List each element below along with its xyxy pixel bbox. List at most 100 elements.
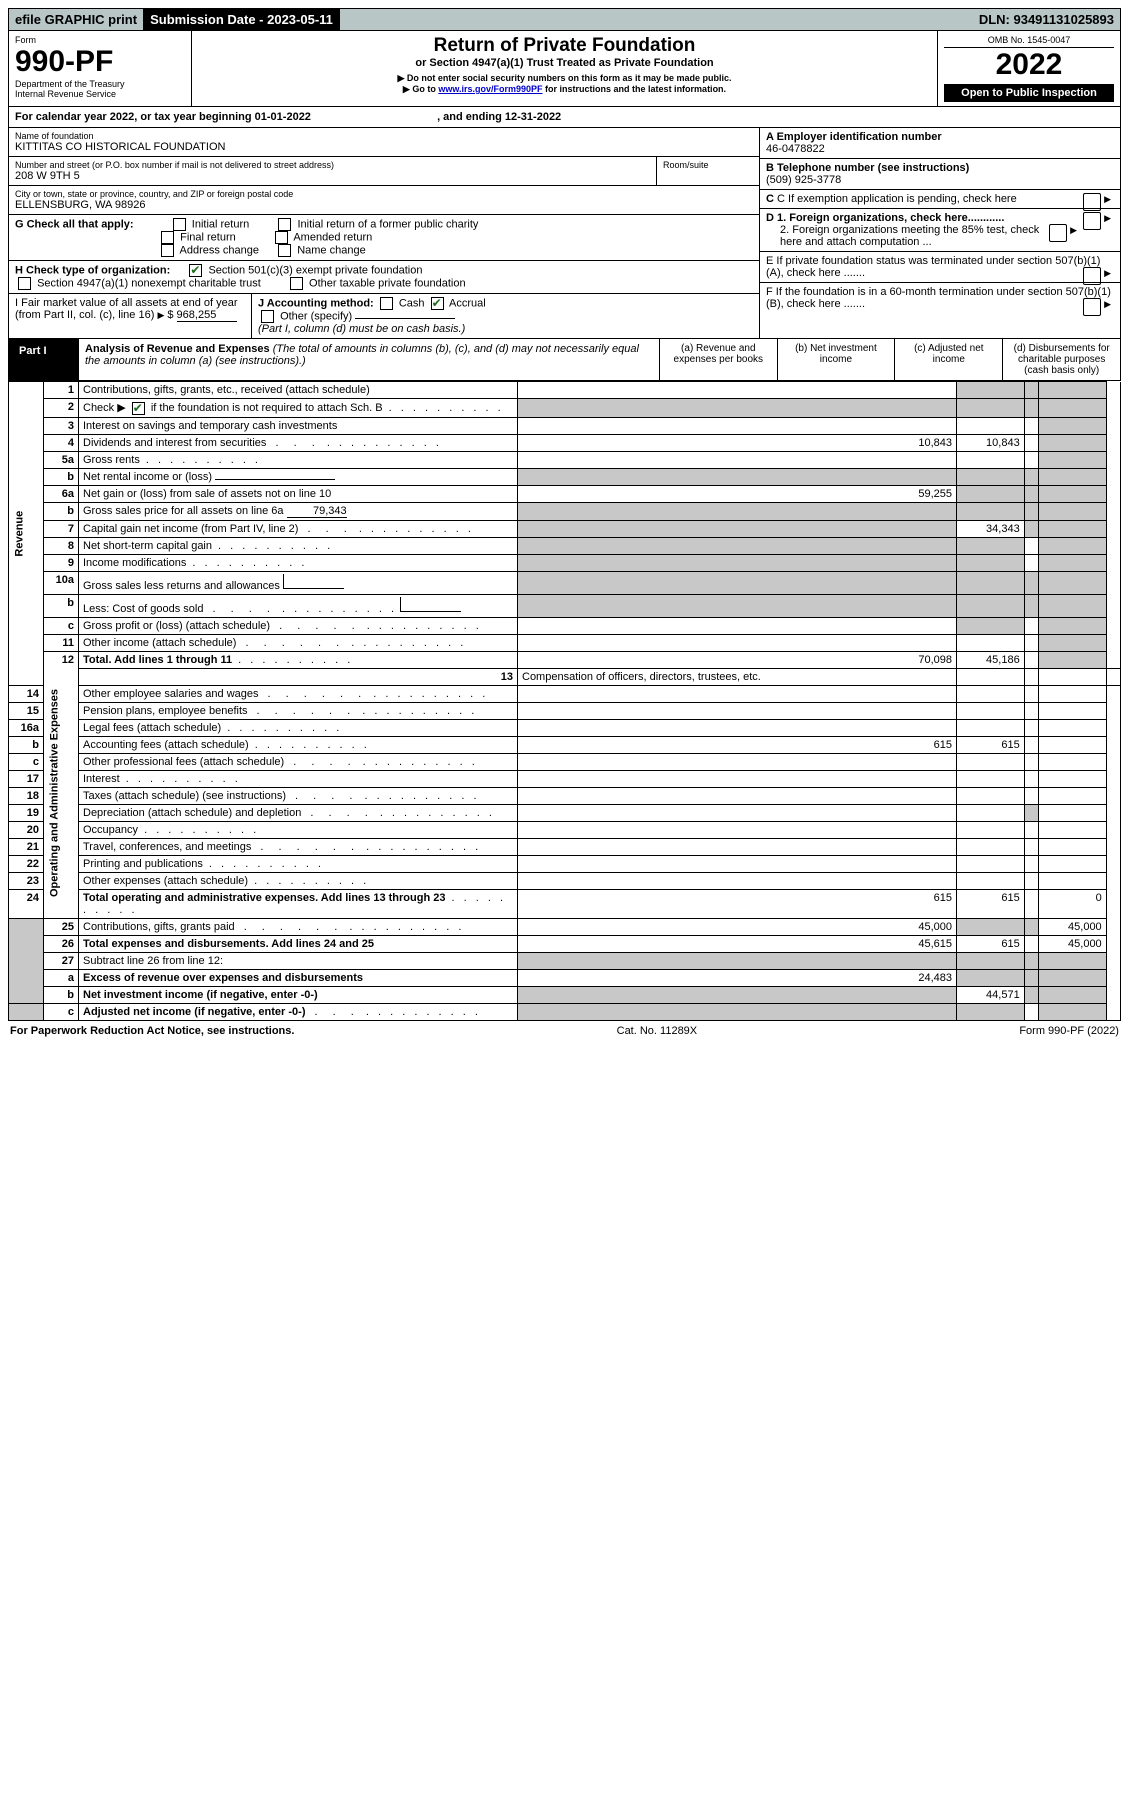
- checkbox-address[interactable]: [161, 244, 174, 257]
- form-number: 990-PF: [15, 45, 185, 79]
- omb: OMB No. 1545-0047: [944, 35, 1114, 48]
- header-center: Return of Private Foundation or Section …: [192, 31, 937, 106]
- table-row: 27Subtract line 26 from line 12:: [9, 952, 1121, 969]
- footer: For Paperwork Reduction Act Notice, see …: [8, 1021, 1121, 1041]
- checkbox-initial-former[interactable]: [278, 218, 291, 231]
- info-grid: Name of foundation KITTITAS CO HISTORICA…: [8, 128, 1121, 339]
- table-row: 21Travel, conferences, and meetings . . …: [9, 838, 1121, 855]
- part-label: Part I: [9, 339, 79, 380]
- irs: Internal Revenue Service: [15, 89, 185, 99]
- address-row: Number and street (or P.O. box number if…: [9, 157, 759, 186]
- side-revenue: Revenue: [9, 382, 44, 686]
- table-row: bGross sales price for all assets on lin…: [9, 502, 1121, 520]
- checkbox-cash[interactable]: [380, 297, 393, 310]
- footer-right: Form 990-PF (2022): [1019, 1025, 1119, 1037]
- checkbox-e[interactable]: [1083, 267, 1101, 285]
- checkbox-other-method[interactable]: [261, 310, 274, 323]
- tax-year: 2022: [944, 48, 1114, 82]
- efile-label: efile GRAPHIC print: [9, 9, 144, 30]
- city-cell: City or town, state or province, country…: [9, 186, 759, 215]
- table-row: 18Taxes (attach schedule) (see instructi…: [9, 787, 1121, 804]
- checkbox-4947[interactable]: [18, 277, 31, 290]
- info-left: Name of foundation KITTITAS CO HISTORICA…: [9, 128, 759, 338]
- d-cell: D 1. Foreign organizations, check here..…: [760, 209, 1120, 252]
- f-cell: F If the foundation is in a 60-month ter…: [760, 283, 1120, 313]
- column-headers: (a) Revenue and expenses per books (b) N…: [659, 339, 1120, 380]
- table-row: 19Depreciation (attach schedule) and dep…: [9, 804, 1121, 821]
- form-subtitle: or Section 4947(a)(1) Trust Treated as P…: [198, 57, 931, 69]
- table-row: 14Other employee salaries and wages . . …: [9, 685, 1121, 702]
- checkbox-c[interactable]: [1083, 193, 1101, 211]
- form-word: Form: [15, 35, 185, 45]
- header-left: Form 990-PF Department of the Treasury I…: [9, 31, 192, 106]
- table-row: cOther professional fees (attach schedul…: [9, 753, 1121, 770]
- dept: Department of the Treasury: [15, 79, 185, 89]
- table-row: 10aGross sales less returns and allowanc…: [9, 571, 1121, 594]
- irs-link[interactable]: www.irs.gov/Form990PF: [438, 84, 542, 94]
- g-check-row: G Check all that apply: Initial return I…: [9, 215, 759, 261]
- form-header: Form 990-PF Department of the Treasury I…: [8, 31, 1121, 107]
- checkbox-schb[interactable]: [132, 402, 145, 415]
- footer-left: For Paperwork Reduction Act Notice, see …: [10, 1025, 294, 1037]
- checkbox-amended[interactable]: [275, 231, 288, 244]
- checkbox-accrual[interactable]: [431, 297, 444, 310]
- part-desc: Analysis of Revenue and Expenses (The to…: [79, 339, 659, 380]
- table-row: 15Pension plans, employee benefits . . .…: [9, 702, 1121, 719]
- top-bar: efile GRAPHIC print Submission Date - 20…: [8, 8, 1121, 31]
- ein-cell: A Employer identification number 46-0478…: [760, 128, 1120, 159]
- e-cell: E If private foundation status was termi…: [760, 252, 1120, 283]
- checkbox-initial[interactable]: [173, 218, 186, 231]
- main-table: Revenue 1Contributions, gifts, grants, e…: [8, 381, 1121, 1021]
- note1: ▶ Do not enter social security numbers o…: [198, 73, 931, 84]
- i-j-row: I Fair market value of all assets at end…: [9, 294, 759, 338]
- checkbox-d1[interactable]: [1083, 212, 1101, 230]
- dln: DLN: 93491131025893: [973, 9, 1120, 30]
- checkbox-other-tax[interactable]: [290, 277, 303, 290]
- foundation-name-cell: Name of foundation KITTITAS CO HISTORICA…: [9, 128, 759, 157]
- c-cell: C C If exemption application is pending,…: [760, 190, 1120, 209]
- phone-cell: B Telephone number (see instructions) (5…: [760, 159, 1120, 190]
- checkbox-name[interactable]: [278, 244, 291, 257]
- table-row: 26Total expenses and disbursements. Add …: [9, 935, 1121, 952]
- part1-header: Part I Analysis of Revenue and Expenses …: [8, 339, 1121, 381]
- header-right: OMB No. 1545-0047 2022 Open to Public In…: [937, 31, 1120, 106]
- table-row: 25Contributions, gifts, grants paid . . …: [9, 918, 1121, 935]
- col-a: (a) Revenue and expenses per books: [660, 339, 777, 380]
- table-row: bNet rental income or (loss): [9, 468, 1121, 485]
- table-row: 3Interest on savings and temporary cash …: [9, 417, 1121, 434]
- col-b: (b) Net investment income: [777, 339, 895, 380]
- table-row: 24Total operating and administrative exp…: [9, 889, 1121, 918]
- table-row: 23Other expenses (attach schedule): [9, 872, 1121, 889]
- table-row: 22Printing and publications: [9, 855, 1121, 872]
- checkbox-501c3[interactable]: [189, 264, 202, 277]
- table-row: 12Total. Add lines 1 through 1170,09845,…: [9, 651, 1121, 668]
- note2: ▶ Go to www.irs.gov/Form990PF for instru…: [198, 84, 931, 95]
- open-public: Open to Public Inspection: [944, 84, 1114, 102]
- checkbox-final[interactable]: [161, 231, 174, 244]
- table-row: Revenue 1Contributions, gifts, grants, e…: [9, 382, 1121, 399]
- table-row: 16aLegal fees (attach schedule): [9, 719, 1121, 736]
- col-d: (d) Disbursements for charitable purpose…: [1002, 339, 1120, 380]
- table-row: aExcess of revenue over expenses and dis…: [9, 969, 1121, 986]
- checkbox-f[interactable]: [1083, 298, 1101, 316]
- footer-mid: Cat. No. 11289X: [617, 1025, 698, 1037]
- table-row: 20Occupancy: [9, 821, 1121, 838]
- table-row: 2Check ▶ if the foundation is not requir…: [9, 399, 1121, 418]
- table-row: bAccounting fees (attach schedule)615615: [9, 736, 1121, 753]
- table-row: 4Dividends and interest from securities …: [9, 434, 1121, 451]
- table-row: Operating and Administrative Expenses 13…: [9, 668, 1121, 685]
- table-row: 8Net short-term capital gain: [9, 537, 1121, 554]
- calendar-year-line: For calendar year 2022, or tax year begi…: [8, 107, 1121, 128]
- submission-date: Submission Date - 2023-05-11: [144, 9, 340, 30]
- h-check-row: H Check type of organization: Section 50…: [9, 261, 759, 294]
- info-right: A Employer identification number 46-0478…: [759, 128, 1120, 338]
- table-row: 17Interest: [9, 770, 1121, 787]
- table-row: 9Income modifications: [9, 554, 1121, 571]
- table-row: bNet investment income (if negative, ent…: [9, 986, 1121, 1003]
- table-row: 5aGross rents: [9, 451, 1121, 468]
- checkbox-d2[interactable]: [1049, 224, 1067, 242]
- form-title: Return of Private Foundation: [198, 35, 931, 57]
- table-row: cGross profit or (loss) (attach schedule…: [9, 617, 1121, 634]
- side-expenses: Operating and Administrative Expenses: [44, 668, 79, 918]
- table-row: 11Other income (attach schedule) . . . .…: [9, 634, 1121, 651]
